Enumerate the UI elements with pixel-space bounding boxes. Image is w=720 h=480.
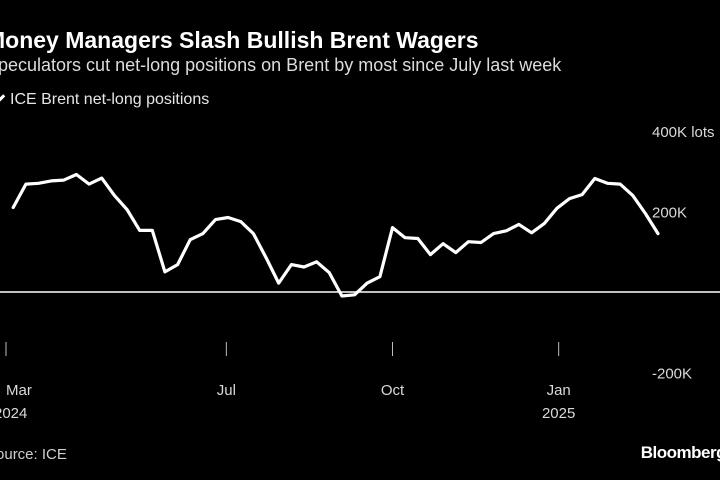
y-tick-label: -200K: [652, 366, 692, 383]
legend: ICE Brent net-long positions: [0, 91, 209, 109]
x-tick-label: Jul: [217, 382, 236, 399]
source-note: Source: ICE: [0, 446, 67, 463]
chart-subtitle: Speculators cut net-long positions on Br…: [0, 55, 562, 75]
chart-title: Money Managers Slash Bullish Brent Wager…: [0, 27, 479, 53]
x-tick-label: Oct: [381, 382, 405, 399]
series-line-net-long: [11, 172, 660, 298]
y-tick-label: 400K lots: [652, 124, 715, 141]
x-tick-year-label: 2025: [542, 405, 575, 422]
x-tick-label: Jan: [547, 382, 571, 399]
legend-label: ICE Brent net-long positions: [10, 91, 210, 108]
x-tick-year-label: 2024: [0, 405, 27, 422]
bloomberg-logo: Bloomberg: [640, 443, 720, 462]
x-tick-label: Mar: [6, 382, 32, 399]
y-tick-label: 200K: [652, 205, 687, 222]
